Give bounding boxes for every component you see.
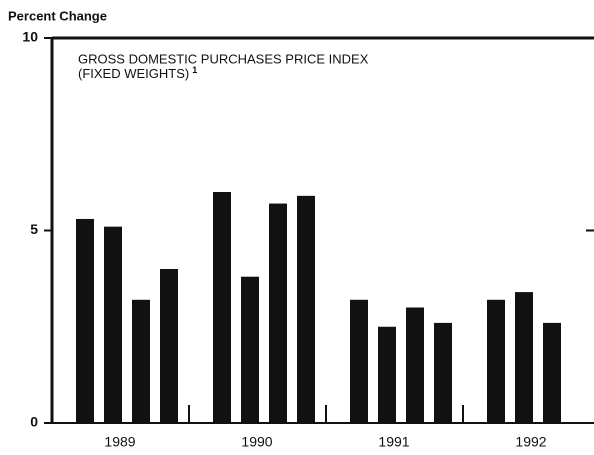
bar [213,192,231,423]
y-tick-label: 0 [30,414,38,430]
bar [76,218,94,423]
y-axis-label: Percent Change [8,8,107,23]
y-tick-label: 10 [22,29,38,45]
bar [297,195,315,423]
y-tick-label: 5 [30,221,38,237]
x-tick-label: 1990 [241,434,272,450]
bar [543,322,561,423]
chart-subtitle: (FIXED WEIGHTS) 1 [78,65,197,81]
bar [487,299,505,423]
bar [269,203,287,423]
bar [160,269,178,423]
x-tick-label: 1992 [515,434,546,450]
bar [104,226,122,423]
chart-title: GROSS DOMESTIC PURCHASES PRICE INDEX [78,51,369,66]
bar [378,326,396,423]
footnote-mark: 1 [192,65,197,75]
x-tick-label: 1989 [104,434,135,450]
bar [241,276,259,423]
bar [350,299,368,423]
bar [434,322,452,423]
bar [132,299,150,423]
bar [515,292,533,423]
bar [406,307,424,423]
subtitle-text: (FIXED WEIGHTS) [78,66,189,81]
x-tick-label: 1991 [378,434,409,450]
